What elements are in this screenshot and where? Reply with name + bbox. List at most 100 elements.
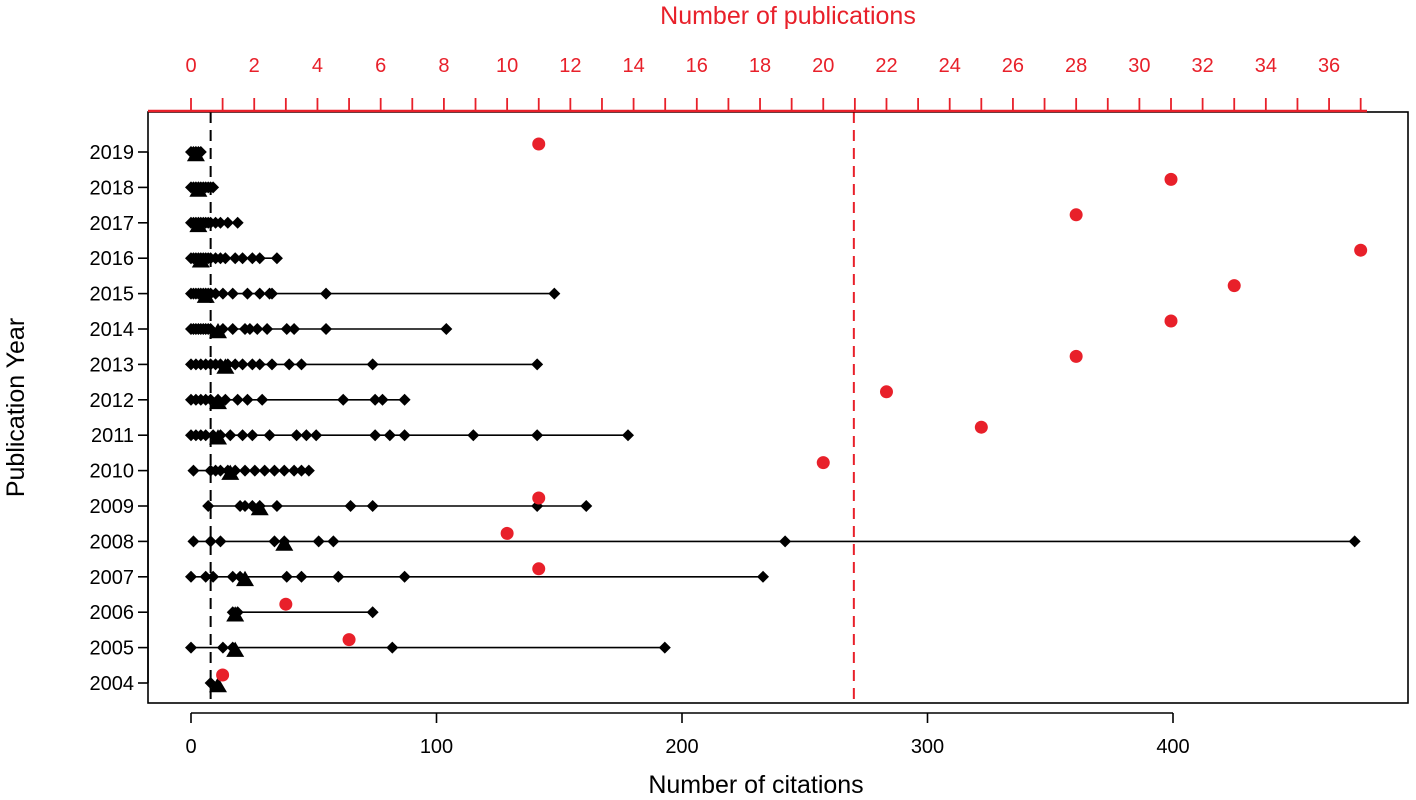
y-tick-label: 2014: [90, 319, 135, 341]
citation-diamond: [209, 287, 222, 300]
top-tick-label: 4: [312, 55, 323, 77]
y-tick-label: 2007: [90, 567, 135, 589]
y-tick-label: 2011: [91, 425, 134, 447]
citation-diamond: [278, 464, 291, 477]
citation-diamond: [302, 464, 315, 477]
publication-count-dot: [879, 385, 893, 399]
citation-diamond: [231, 216, 244, 229]
citation-diamond: [216, 287, 229, 300]
citation-diamond: [226, 570, 239, 583]
publication-count-dot: [1164, 172, 1178, 186]
top-tick-label: 30: [1128, 55, 1150, 77]
publication-count-dot: [816, 456, 830, 470]
y-tick-label: 2019: [90, 142, 135, 164]
citation-diamond: [310, 429, 323, 442]
citation-diamond: [337, 393, 350, 406]
x-tick-label: 100: [420, 736, 453, 758]
median-triangle: [209, 677, 228, 693]
y-tick-label: 2018: [90, 177, 135, 199]
publication-count-dot: [1069, 349, 1083, 363]
citation-diamond: [621, 429, 634, 442]
y-tick-label: 2006: [90, 602, 135, 624]
citation-diamond: [398, 393, 411, 406]
citation-diamond: [239, 500, 252, 512]
citation-diamond: [236, 429, 249, 442]
y-tick-label: 2012: [90, 390, 135, 412]
citation-diamond: [332, 570, 345, 583]
median-triangle: [209, 393, 228, 410]
top-tick-label: 12: [559, 55, 581, 77]
median-triangle: [250, 500, 269, 516]
y-tick-label: 2005: [90, 638, 135, 660]
citation-diamond: [779, 535, 792, 548]
citation-diamond: [270, 500, 283, 512]
citation-diamond: [658, 641, 671, 654]
citation-diamond: [246, 429, 259, 442]
citation-diamond: [300, 429, 313, 442]
citation-diamond: [320, 323, 333, 335]
citation-diamond: [185, 570, 197, 583]
y-tick-label: 2004: [90, 673, 135, 695]
citation-range-lines: [191, 151, 1355, 649]
citation-diamond: [366, 500, 379, 512]
y-tick-label: 2009: [90, 496, 135, 518]
publication-count-dot: [974, 420, 988, 434]
median-triangle: [196, 287, 215, 303]
citation-diamond: [327, 535, 340, 548]
top-tick-label: 16: [686, 55, 708, 77]
median-triangle: [209, 429, 228, 445]
y-tick-label: 2013: [90, 354, 135, 376]
citation-diamond: [268, 464, 281, 477]
citation-diamond: [1348, 535, 1361, 548]
publication-count-dot: [1227, 279, 1241, 293]
citation-diamond: [246, 358, 259, 371]
citation-diamond: [263, 429, 276, 442]
top-tick-label: 0: [185, 55, 196, 77]
citation-diamond: [248, 464, 261, 477]
top-tick-label: 36: [1318, 55, 1340, 77]
publication-count-dot: [500, 526, 514, 540]
top-tick-label: 10: [496, 55, 518, 77]
citation-diamond: [366, 606, 379, 619]
citation-diamond: [226, 287, 239, 300]
median-triangle: [226, 641, 245, 657]
citation-diamond: [229, 358, 242, 371]
citation-diamond: [256, 393, 269, 406]
median-triangle: [236, 570, 255, 587]
citation-diamond: [204, 535, 217, 548]
x-tick-label: 300: [911, 736, 944, 758]
y-tick-label: 2010: [90, 461, 135, 483]
citation-diamond: [288, 464, 301, 477]
y-axis-title: Publication Year: [2, 318, 30, 497]
citation-diamond: [253, 252, 266, 265]
citation-diamond: [253, 358, 266, 371]
citation-diamond: [185, 641, 197, 654]
plot-frame: [147, 111, 1409, 704]
data-marks: [185, 137, 1368, 693]
citation-diamond: [366, 358, 379, 371]
citation-diamond: [288, 323, 301, 335]
citation-diamond: [369, 429, 382, 442]
citation-diamond: [531, 429, 544, 442]
citation-diamond: [266, 287, 279, 300]
citation-diamond: [270, 252, 283, 265]
y-tick-label: 2017: [90, 213, 135, 235]
citation-diamond: [236, 252, 249, 265]
citation-diamond: [261, 323, 274, 335]
citation-diamond: [386, 641, 399, 654]
publication-count-dot: [342, 633, 356, 647]
median-triangle: [221, 464, 240, 480]
top-tick-label: 20: [812, 55, 834, 77]
citation-diamond: [344, 500, 357, 512]
citation-diamond: [241, 287, 254, 300]
citation-diamond: [199, 429, 212, 442]
citation-diamond: [229, 252, 242, 265]
top-tick-label: 6: [375, 55, 386, 77]
publication-count-dot: [532, 562, 546, 576]
citation-diamond: [283, 358, 296, 371]
citation-diamond: [369, 393, 382, 406]
median-triangle: [189, 181, 208, 197]
publication-count-dot: [532, 491, 546, 505]
